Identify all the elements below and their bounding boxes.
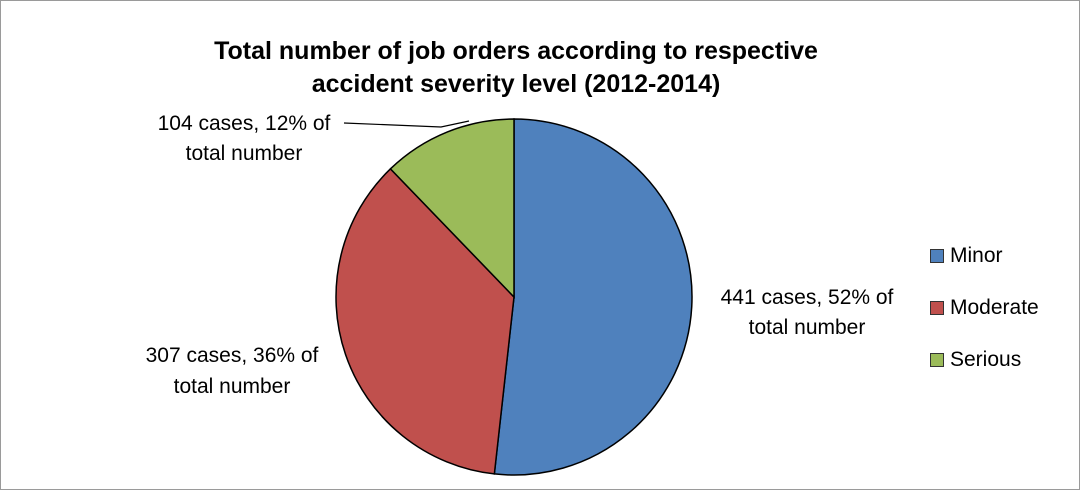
- legend-item-minor: Minor: [930, 243, 1039, 268]
- label-minor-line-1: 441 cases, 52% of: [721, 286, 894, 309]
- chart-title: Total number of job orders according to …: [101, 35, 931, 101]
- legend-swatch-moderate: [930, 300, 944, 315]
- legend-label-minor: Minor: [950, 243, 1003, 267]
- label-moderate-line-2: total number: [174, 375, 291, 398]
- legend-label-serious: Serious: [950, 347, 1022, 371]
- label-serious-line-1: 104 cases, 12% of: [158, 112, 331, 135]
- leader-line-serious: [343, 120, 470, 128]
- legend-item-moderate: Moderate: [930, 295, 1039, 320]
- label-serious-line-2: total number: [186, 142, 303, 165]
- legend-swatch-serious: [930, 352, 944, 367]
- pie-slice-moderate: [335, 167, 515, 475]
- legend-swatch-minor: [930, 248, 944, 263]
- chart-title-line-1: Total number of job orders according to …: [214, 37, 818, 65]
- legend-item-serious: Serious: [930, 347, 1039, 372]
- pie-slice-serious: [389, 118, 515, 299]
- label-moderate-line-1: 307 cases, 36% of: [146, 344, 319, 367]
- chart-title-line-2: accident severity level (2012-2014): [311, 70, 721, 98]
- legend: Minor Moderate Serious: [930, 243, 1039, 399]
- legend-label-moderate: Moderate: [950, 295, 1039, 319]
- pie-slice-minor: [493, 118, 693, 476]
- label-minor-line-2: total number: [749, 316, 866, 339]
